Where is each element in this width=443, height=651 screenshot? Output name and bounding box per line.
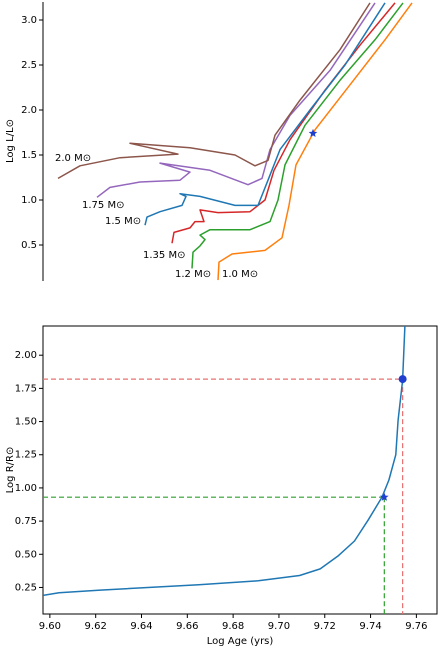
track-line [96, 2, 376, 198]
star-marker [380, 492, 389, 501]
track-label: 1.0 M⊙ [222, 269, 258, 280]
y-tick-label: 1.75 [15, 383, 37, 394]
x-axis-label: Log Age (yrs) [207, 636, 274, 647]
x-tick-label: 9.66 [176, 621, 198, 632]
y-tick-label: 0.50 [15, 549, 37, 560]
track-label: 1.5 M⊙ [105, 216, 141, 227]
track-line [144, 2, 386, 226]
track-label: 1.75 M⊙ [82, 200, 124, 211]
x-tick-label: 9.76 [405, 621, 427, 632]
y-tick-label: 1.25 [15, 450, 37, 461]
track-line [217, 2, 413, 281]
y-tick-label: 0.25 [15, 582, 37, 593]
dot-marker [398, 375, 407, 384]
y-tick-label: 2.5 [21, 60, 37, 71]
track-line [57, 2, 371, 180]
y-tick-label: 1.0 [21, 195, 37, 206]
y-tick-label: 1.00 [15, 483, 37, 494]
track-line [191, 2, 404, 269]
plot-frame [42, 325, 438, 615]
x-tick-label: 9.62 [85, 621, 107, 632]
x-tick-label: 9.70 [268, 621, 290, 632]
track-label: 1.35 M⊙ [143, 250, 185, 261]
star-marker [308, 128, 318, 137]
y-tick-label: 0.5 [21, 240, 37, 251]
track-line [43, 326, 406, 597]
track-label: 2.0 M⊙ [55, 153, 91, 164]
x-tick-label: 9.68 [222, 621, 244, 632]
y-tick-label: 3.0 [21, 15, 37, 26]
y-tick-label: 0.75 [15, 516, 37, 527]
track-label: 1.2 M⊙ [175, 269, 211, 280]
x-tick-label: 9.74 [359, 621, 381, 632]
y-tick-label: 2.0 [21, 105, 37, 116]
y-axis-label: Log R/R⊙ [5, 447, 16, 494]
x-tick-label: 9.64 [130, 621, 152, 632]
x-tick-label: 9.60 [39, 621, 61, 632]
y-tick-label: 2.00 [15, 350, 37, 361]
y-axis-label: Log L/L⊙ [5, 119, 16, 163]
y-tick-label: 1.50 [15, 417, 37, 428]
y-tick-label: 1.5 [21, 150, 37, 161]
x-tick-label: 9.72 [314, 621, 336, 632]
